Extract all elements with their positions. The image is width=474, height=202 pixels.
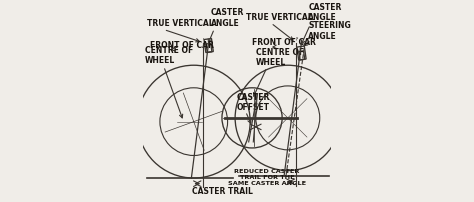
Text: CENTRE OF
WHEEL: CENTRE OF WHEEL	[145, 46, 193, 65]
Text: CASTER
ANGLE: CASTER ANGLE	[309, 3, 342, 22]
Text: TRUE VERTICAL: TRUE VERTICAL	[147, 19, 213, 28]
Text: REDUCED CASTER
TRAIL FOR THE
SAME CASTER ANGLE: REDUCED CASTER TRAIL FOR THE SAME CASTER…	[228, 169, 306, 186]
Text: CENTRE OF
WHEEL: CENTRE OF WHEEL	[256, 48, 304, 67]
Text: TRUE VERTICAL: TRUE VERTICAL	[246, 13, 313, 22]
Text: FRONT OF CAR: FRONT OF CAR	[151, 41, 214, 50]
Text: CASTER TRAIL: CASTER TRAIL	[192, 187, 253, 196]
Text: FRONT OF CAR: FRONT OF CAR	[252, 38, 316, 46]
Text: CASTER
ANGLE: CASTER ANGLE	[210, 8, 244, 28]
Text: CASTER
OFFSET: CASTER OFFSET	[237, 93, 270, 112]
Text: STEERING
ANGLE: STEERING ANGLE	[309, 21, 351, 41]
